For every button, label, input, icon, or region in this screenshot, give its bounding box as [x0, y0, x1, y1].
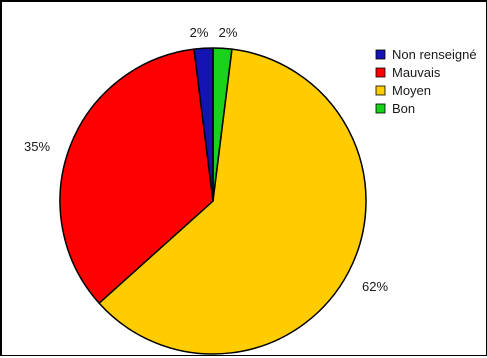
legend-label-mauvais: Mauvais: [392, 65, 441, 80]
pie-label-moyen: 62%: [362, 279, 388, 294]
legend-label-moyen: Moyen: [392, 83, 431, 98]
pie-slice-moyen: [98, 48, 367, 355]
pie-labels: 2% 62% 35% 2%: [24, 25, 388, 294]
legend-label-non-renseigné: Non renseigné: [392, 47, 477, 62]
pie-label-non-renseigné: 2%: [190, 25, 209, 40]
legend-swatch-moyen: [375, 85, 386, 96]
pie-label-mauvais: 35%: [24, 139, 50, 154]
pie-label-bon: 2%: [219, 25, 238, 40]
pie-slices: [59, 47, 367, 355]
legend-swatch-bon: [375, 103, 386, 114]
legend-swatch-mauvais: [375, 67, 386, 78]
legend: Non renseigné Mauvais Moyen Bon: [375, 47, 477, 116]
pie-slice-non-renseigné: [193, 47, 214, 202]
pie-slice-mauvais: [59, 48, 214, 304]
legend-label-bon: Bon: [392, 101, 415, 116]
legend-swatch-non-renseigné: [375, 49, 386, 60]
